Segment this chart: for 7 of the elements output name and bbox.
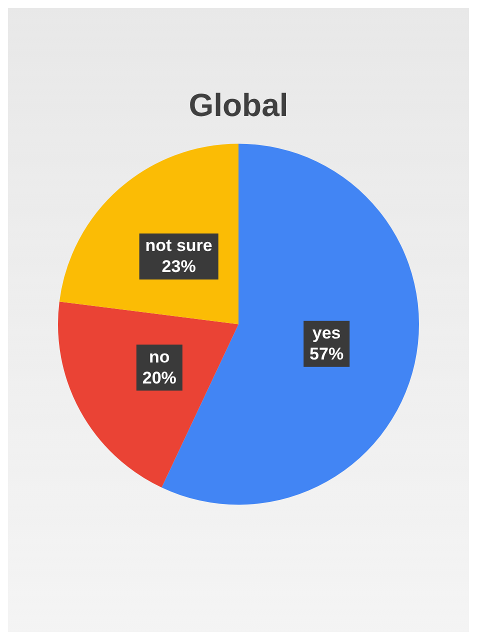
data-label: 20% xyxy=(142,368,176,388)
chart-title: Global xyxy=(188,87,288,124)
data-label: 23% xyxy=(162,257,196,276)
slice-label: no xyxy=(149,347,170,366)
slice-label: yes xyxy=(312,324,341,343)
slice-label: not sure xyxy=(145,236,212,256)
data-label: 57% xyxy=(310,344,344,364)
